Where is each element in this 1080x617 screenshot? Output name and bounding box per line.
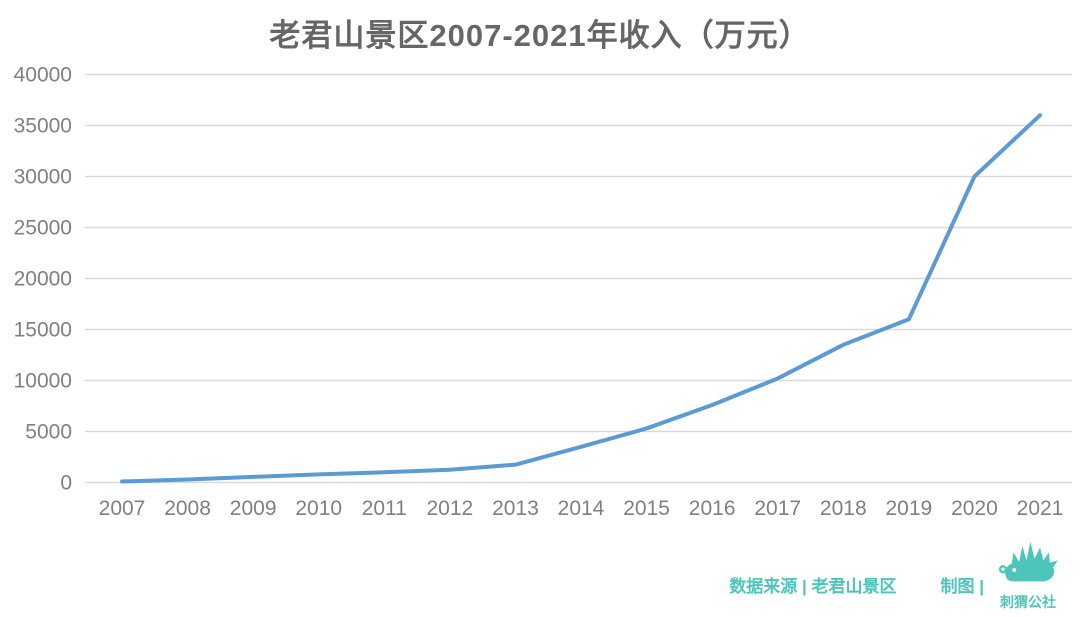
x-axis-tick-label: 2009: [230, 497, 277, 520]
x-axis-tick-label: 2014: [558, 497, 605, 520]
y-axis-tick-label: 35000: [14, 115, 72, 138]
logo-text: 刺猬公社: [1000, 594, 1056, 610]
x-axis-tick-label: 2011: [362, 497, 407, 520]
x-axis-tick-label: 2021: [1017, 497, 1064, 520]
x-axis-tick-label: 2013: [492, 497, 539, 520]
revenue-line-chart: 0 5000 10000 15000 20000 25000 30000 35000 40000…: [14, 64, 1072, 520]
x-axis-tick-label: 2018: [820, 497, 867, 520]
ciweigongshe-logo: 刺猬公社: [994, 541, 1062, 612]
x-axis-tick-label: 2020: [951, 497, 998, 520]
y-axis-tick-label: 5000: [25, 421, 72, 444]
footer: 数据来源 | 老君山景区 制图 | 刺猬公社: [729, 541, 1062, 612]
revenue-series-line: [120, 113, 1042, 484]
y-axis-tick-label: 25000: [14, 217, 72, 240]
y-axis-tick-label: 10000: [14, 370, 72, 393]
credit-label: 制图 |: [940, 577, 984, 596]
x-axis-tick-label: 2012: [426, 497, 473, 520]
y-axis-tick-label: 0: [60, 472, 72, 495]
x-axis-tick-label: 2019: [885, 497, 932, 520]
chart-title: 老君山景区2007-2021年收入（万元）: [269, 18, 811, 53]
x-axis-tick-label: 2010: [295, 497, 342, 520]
y-axis-tick-label: 40000: [14, 64, 72, 87]
y-axis-tick-label: 15000: [14, 319, 72, 342]
x-axis-tick-label: 2007: [99, 497, 146, 520]
x-axis-tick-label: 2008: [164, 497, 211, 520]
y-axis-tick-label: 30000: [14, 166, 72, 189]
x-axis-tick-label: 2016: [689, 497, 736, 520]
x-axis-tick-label: 2017: [754, 497, 801, 520]
hedgehog-icon: [998, 541, 1058, 582]
data-source-label: 数据来源 | 老君山景区: [729, 577, 897, 596]
x-axis-tick-label: 2015: [623, 497, 670, 520]
y-axis-tick-label: 20000: [14, 268, 72, 291]
